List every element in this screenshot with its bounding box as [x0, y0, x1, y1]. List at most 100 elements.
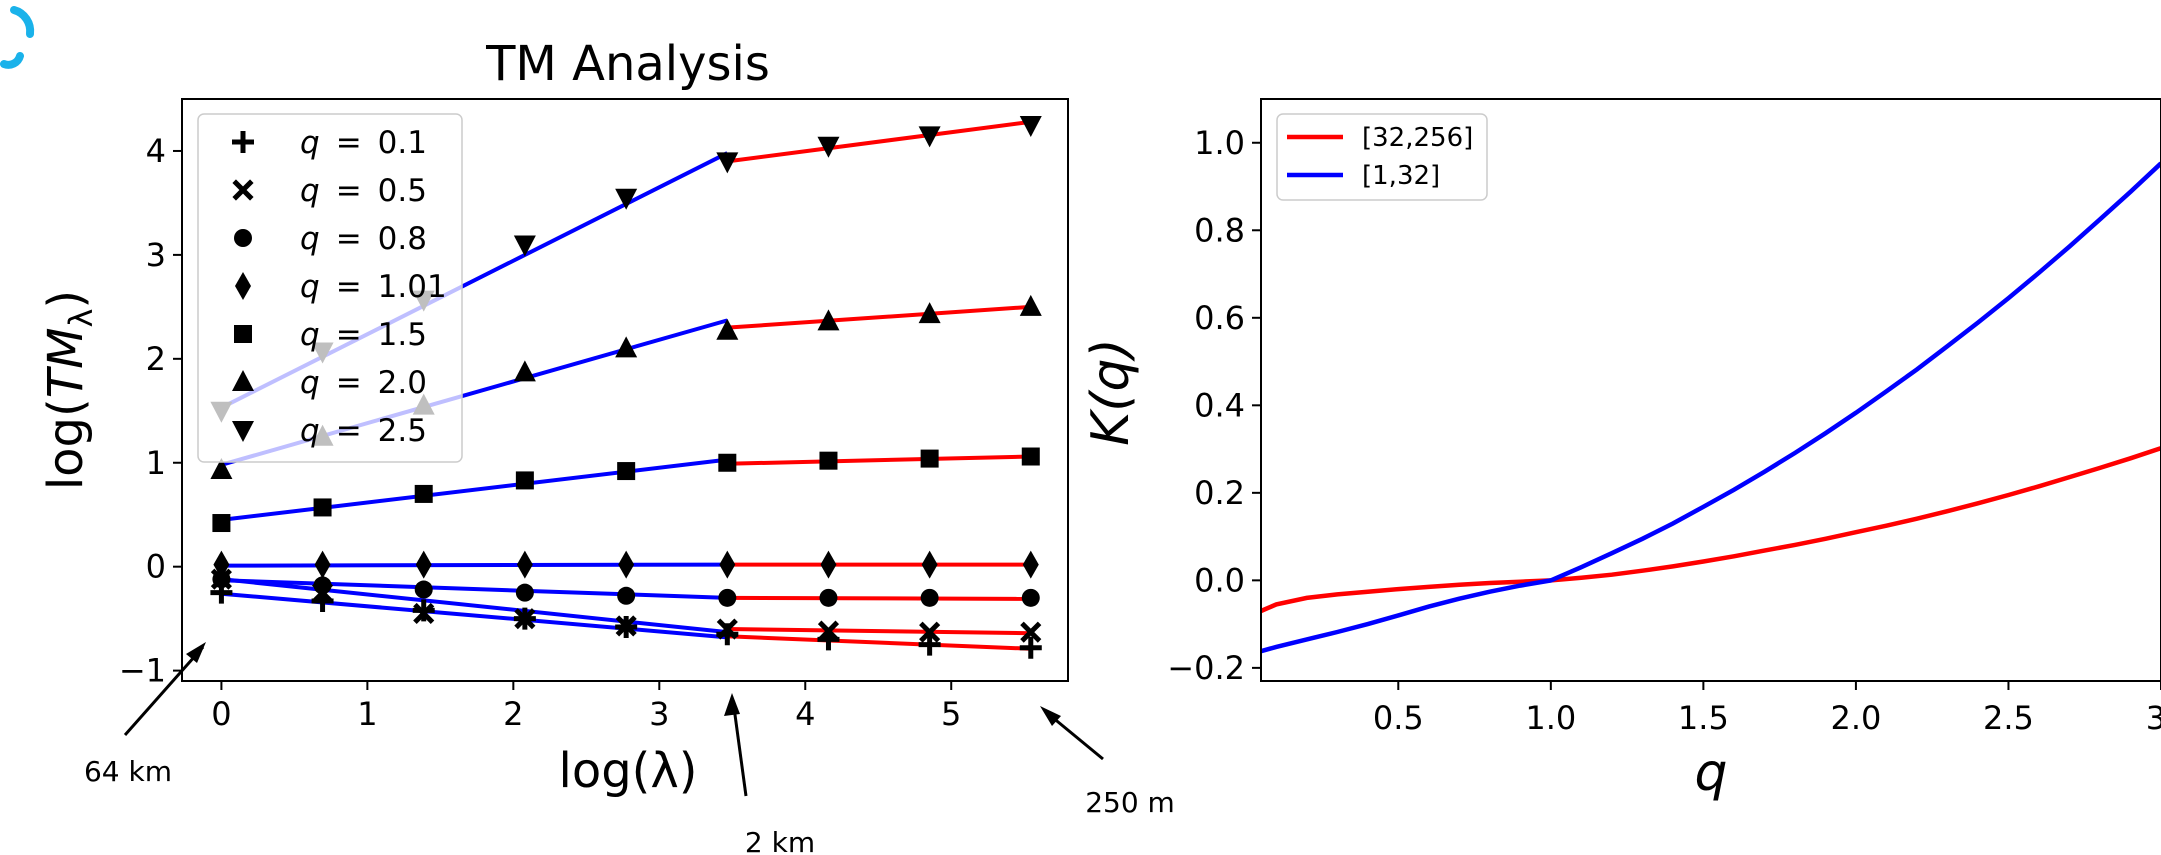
left-y-axis-label: log(TMλ) — [38, 290, 100, 490]
data-point — [1019, 636, 1042, 659]
legend-label: q = 2.0 — [300, 365, 427, 401]
right-y-tick-label: 0.4 — [1194, 386, 1245, 424]
data-point — [1019, 115, 1042, 137]
logo-arc-lower — [0, 52, 24, 69]
fit-line-small-scale — [221, 578, 728, 600]
fit-line-large-scale — [727, 119, 1032, 164]
ylabel-close: ) — [38, 290, 94, 309]
arrow-2km-head — [724, 693, 740, 716]
data-point — [615, 615, 637, 637]
right-x-tick-label: 1.5 — [1678, 699, 1729, 737]
right-axis-ticks: 0.5 1.0 1.5 2.0 2.5 3. −0.2 0.0 0.2 0.4 0.6 0.8 1.0 — [1167, 124, 2161, 737]
legend-label: q = 2.5 — [300, 413, 427, 449]
left-x-tick-label: 1 — [357, 695, 377, 733]
data-point — [615, 188, 638, 210]
right-y-tick-label: 0.6 — [1194, 299, 1245, 337]
data-point — [414, 580, 433, 599]
data-point — [817, 309, 840, 331]
data-point — [919, 621, 941, 643]
kq-panel: 0.51.01.52.02.53.−0.20.00.20.40.60.81.0 … — [1081, 98, 2161, 803]
left-plot-frame — [181, 98, 1069, 682]
data-point — [414, 484, 433, 503]
data-point — [513, 360, 536, 382]
ylabel-tm: TM — [38, 328, 94, 399]
data-point — [1019, 294, 1042, 316]
data-point — [718, 588, 737, 607]
kq-curve-red — [1260, 446, 2161, 614]
left-y-tick-label: −1 — [119, 652, 166, 690]
left-fit-lines — [220, 119, 1032, 651]
data-point — [515, 583, 534, 602]
right-x-tick-label: 3. — [2146, 699, 2161, 737]
data-point — [617, 462, 636, 481]
data-point — [918, 633, 941, 656]
ylabel-sub: λ — [62, 309, 100, 328]
legend-label: q = 1.5 — [300, 317, 427, 353]
legend-marker-cross-icon — [232, 179, 254, 201]
fit-line-large-scale — [727, 595, 1031, 601]
annotation-arrows: 64 km 2 km 250 m — [84, 642, 1175, 855]
arrow-250m-head — [1040, 706, 1061, 726]
left-y-tick-label: 3 — [146, 236, 166, 274]
data-point — [210, 458, 233, 480]
fit-line-large-scale — [727, 454, 1031, 466]
logo-arc-upper — [10, 6, 35, 38]
data-point — [716, 318, 739, 340]
right-legend-label: [1,32] — [1362, 161, 1440, 191]
right-legend-label: [32,256] — [1362, 123, 1473, 153]
left-x-tick-label: 5 — [941, 695, 961, 733]
left-y-tick-label: 2 — [146, 340, 166, 378]
left-x-tick-label: 2 — [503, 695, 523, 733]
left-y-tick-label: 0 — [146, 548, 166, 586]
data-point — [415, 550, 432, 579]
left-legend: q = 0.1 q = 0.5 q = 0.8 q = 1.01 q = 1.5 q = 2.0 q = 2.5 — [197, 113, 463, 463]
legend-label: q = 1.01 — [300, 269, 447, 305]
arrow-64km-head — [186, 642, 206, 663]
fit-line-small-scale — [221, 562, 728, 568]
arrow-2km-label: 2 km — [745, 826, 815, 855]
data-point — [1021, 588, 1040, 607]
arrow-64km-line — [123, 646, 205, 736]
fit-line-large-scale — [727, 304, 1031, 330]
data-point — [615, 336, 638, 358]
data-point — [413, 602, 435, 625]
legend-marker-triangle-down-icon — [232, 421, 254, 442]
right-y-tick-label: 0.8 — [1194, 211, 1245, 249]
data-point — [212, 514, 231, 533]
left-x-tick-label: 0 — [211, 695, 231, 733]
data-point — [920, 449, 939, 468]
data-point — [820, 550, 837, 579]
left-y-tick-label: 4 — [146, 132, 166, 170]
fit-line-small-scale — [221, 457, 728, 522]
data-point — [515, 471, 534, 490]
legend-marker-circle-icon — [234, 229, 252, 247]
right-x-tick-label: 2.0 — [1830, 699, 1881, 737]
fit-line-small-scale — [221, 577, 728, 635]
legend-marker-triangle-up-icon — [232, 370, 254, 391]
data-point — [716, 152, 739, 174]
logo-fragment-icon — [0, 6, 35, 69]
right-legend: [32,256] [1,32] — [1276, 113, 1488, 201]
data-point — [819, 451, 838, 470]
left-axis-ticks: 0 1 2 3 4 5 −1 0 1 2 3 4 — [119, 132, 962, 733]
legend-label: q = 0.5 — [300, 173, 427, 209]
left-x-tick-label: 3 — [649, 695, 669, 733]
left-x-tick-label: 4 — [795, 695, 815, 733]
right-curves — [1260, 161, 2161, 654]
right-y-tick-label: 0.0 — [1194, 561, 1245, 599]
data-point — [719, 550, 736, 579]
left-chart-title: TM Analysis — [485, 36, 770, 92]
data-point — [212, 570, 231, 589]
right-x-axis-label: q — [1694, 743, 1727, 803]
data-point — [513, 235, 536, 257]
right-y-tick-label: 0.2 — [1194, 474, 1245, 512]
legend-label: q = 0.1 — [300, 125, 427, 161]
data-point — [921, 550, 938, 579]
data-point — [313, 576, 332, 595]
data-point — [920, 588, 939, 607]
data-point — [817, 620, 840, 642]
data-point — [514, 608, 536, 630]
data-point — [918, 126, 941, 148]
